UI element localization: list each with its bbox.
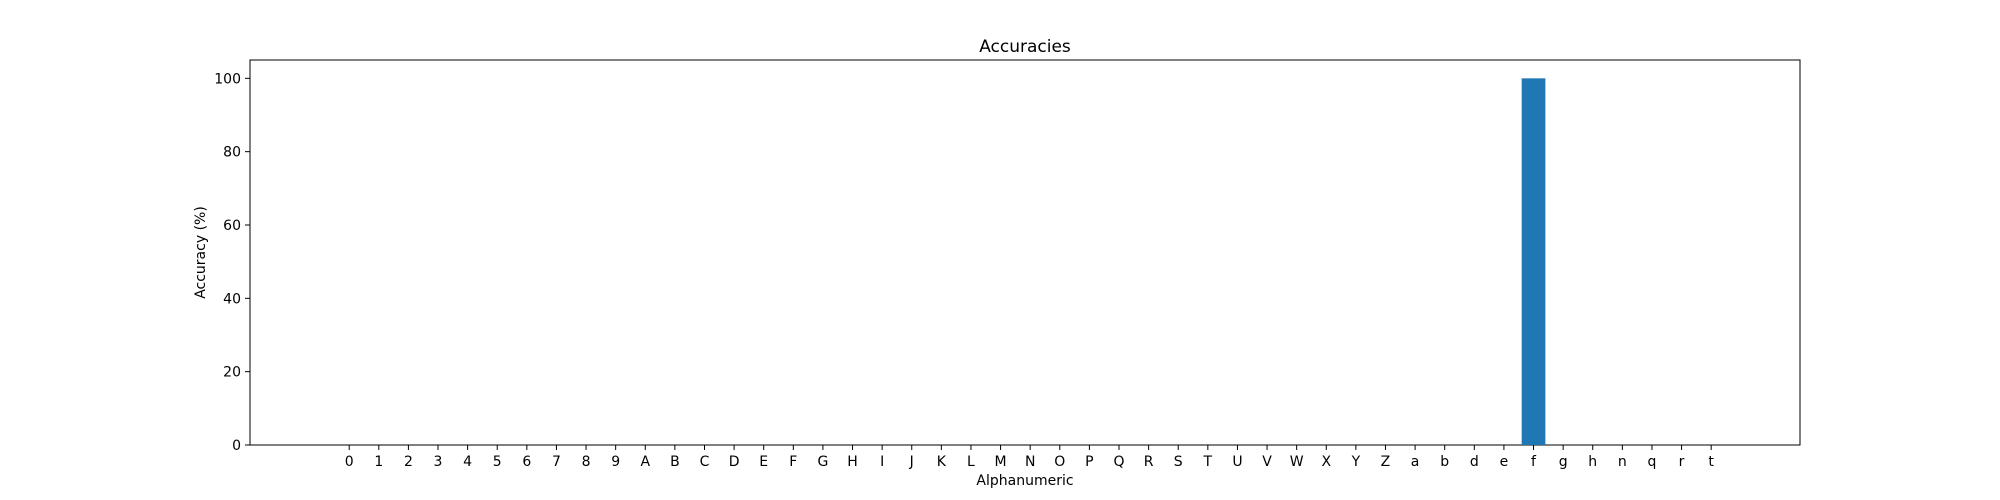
x-tick-label: F xyxy=(789,454,797,470)
x-tick-label: 4 xyxy=(463,454,472,470)
x-tick-label: q xyxy=(1648,454,1657,470)
x-tick-label: B xyxy=(670,454,680,470)
x-tick-label: J xyxy=(909,454,914,470)
x-tick-label: g xyxy=(1559,454,1568,470)
chart-title: Accuracies xyxy=(979,37,1071,57)
y-tick-label: 80 xyxy=(223,145,241,161)
x-tick-label: Z xyxy=(1381,454,1391,470)
x-tick-label: X xyxy=(1321,454,1331,470)
x-tick-label: 6 xyxy=(522,454,531,470)
x-tick-label: N xyxy=(1025,454,1035,470)
x-tick-label: 3 xyxy=(434,454,443,470)
x-tick-label: T xyxy=(1203,454,1213,470)
x-tick-label: W xyxy=(1290,454,1304,470)
plot-area xyxy=(249,59,1801,446)
x-tick-label: b xyxy=(1440,454,1449,470)
x-tick-label: C xyxy=(700,454,710,470)
x-tick-label: R xyxy=(1144,454,1154,470)
x-tick-label: K xyxy=(937,454,947,470)
x-tick-label: Q xyxy=(1113,454,1124,470)
y-axis-label: Accuracy (%) xyxy=(193,206,209,299)
x-tick-label: f xyxy=(1531,454,1537,470)
x-tick-label: t xyxy=(1708,454,1714,470)
x-tick-label: L xyxy=(967,454,975,470)
x-tick-label: 0 xyxy=(345,454,354,470)
x-tick-label: n xyxy=(1618,454,1627,470)
x-axis-label: Alphanumeric xyxy=(976,473,1073,489)
x-tick-label: G xyxy=(817,454,828,470)
x-tick-label: a xyxy=(1411,454,1420,470)
x-tick-label: 8 xyxy=(582,454,591,470)
x-tick-label: M xyxy=(995,454,1007,470)
x-tick-label: 7 xyxy=(552,454,561,470)
x-tick-label: H xyxy=(847,454,858,470)
y-axis: 0 20 40 60 80 100 xyxy=(214,71,250,454)
y-tick-label: 40 xyxy=(223,291,241,307)
y-tick-label: 100 xyxy=(214,71,241,87)
x-tick-label: I xyxy=(880,454,884,470)
x-tick-label: U xyxy=(1232,454,1242,470)
x-tick-label: d xyxy=(1470,454,1479,470)
x-tick-label: 9 xyxy=(611,454,620,470)
x-tick-label: 1 xyxy=(374,454,383,470)
x-tick-label: A xyxy=(640,454,650,470)
x-tick-label: P xyxy=(1085,454,1093,470)
y-tick-label: 60 xyxy=(223,218,241,234)
x-tick-label: Y xyxy=(1351,454,1361,470)
x-tick-label: D xyxy=(729,454,740,470)
x-tick-label: 2 xyxy=(404,454,413,470)
x-tick-label: O xyxy=(1054,454,1065,470)
x-tick-label: E xyxy=(759,454,768,470)
y-tick-label: 20 xyxy=(223,365,241,381)
x-tick-label: V xyxy=(1262,454,1272,470)
x-tick-label: S xyxy=(1174,454,1183,470)
bar xyxy=(1521,78,1546,445)
x-tick-label: h xyxy=(1588,454,1597,470)
bars-group xyxy=(1521,78,1546,445)
y-tick-label: 0 xyxy=(232,438,241,454)
x-tick-label: e xyxy=(1500,454,1509,470)
x-tick-label: r xyxy=(1679,454,1685,470)
x-tick-label: 5 xyxy=(493,454,502,470)
